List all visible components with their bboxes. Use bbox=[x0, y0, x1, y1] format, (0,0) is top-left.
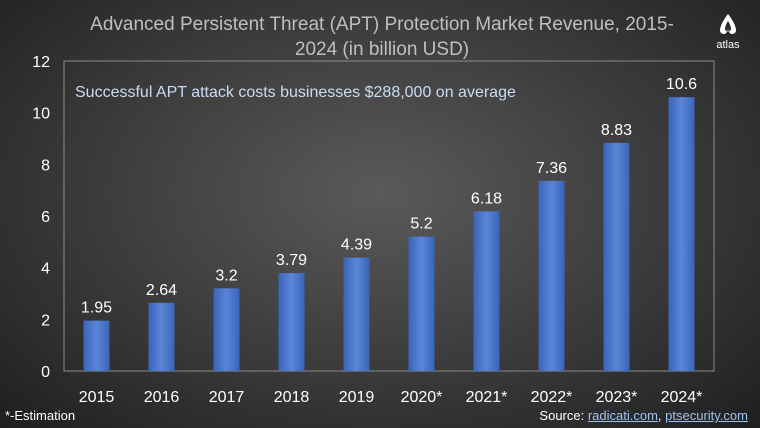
x-tick-label: 2022* bbox=[531, 389, 573, 406]
atlas-logo: atlas bbox=[710, 12, 746, 51]
bar bbox=[213, 288, 240, 371]
x-axis: 2015 2016 2017 2018 2019 2020* 2021* 2022* 2023*… bbox=[79, 389, 703, 406]
y-tick-label: 6 bbox=[41, 209, 50, 226]
estimation-footnote: *-Estimation bbox=[5, 408, 76, 423]
y-tick-label: 0 bbox=[41, 364, 50, 381]
bar bbox=[83, 320, 110, 371]
x-tick-label: 2020* bbox=[401, 389, 443, 406]
bar-value-label: 7.36 bbox=[536, 160, 567, 177]
bars-group: 1.95 2.64 3.2 3.79 4.39 5.2 6.18 7.36 8.83 10.6 bbox=[81, 76, 697, 372]
x-tick-label: 2024* bbox=[661, 389, 703, 406]
atlas-logo-icon bbox=[720, 14, 736, 34]
y-tick-label: 12 bbox=[32, 54, 50, 71]
source-link-radicati[interactable]: radicati.com bbox=[587, 408, 658, 423]
source-separator: , bbox=[657, 408, 666, 423]
bar-value-label: 3.79 bbox=[276, 252, 307, 269]
chart-title-line1: Advanced Persistent Threat (APT) Protect… bbox=[90, 14, 674, 35]
y-tick-label: 4 bbox=[41, 261, 50, 278]
plot-frame bbox=[63, 60, 715, 372]
bar bbox=[668, 97, 695, 372]
x-tick-label: 2017 bbox=[209, 389, 245, 406]
y-tick-label: 8 bbox=[41, 157, 50, 174]
bar-value-label: 4.39 bbox=[341, 237, 372, 254]
atlas-logo-text: atlas bbox=[716, 39, 740, 51]
y-axis: 0 2 4 6 8 10 12 bbox=[32, 54, 50, 381]
bar-value-label: 5.2 bbox=[410, 216, 432, 233]
y-tick-label: 10 bbox=[32, 106, 50, 123]
bar-value-label: 10.6 bbox=[666, 76, 697, 93]
source-line: Source: radicati.com, ptsecurity.com bbox=[539, 408, 748, 423]
bar-value-label: 1.95 bbox=[81, 300, 112, 317]
chart-annotation: Successful APT attack costs businesses $… bbox=[75, 84, 516, 101]
x-tick-label: 2019 bbox=[339, 389, 375, 406]
bar-value-label: 6.18 bbox=[471, 190, 502, 207]
source-prefix: Source: bbox=[539, 408, 588, 423]
y-tick-label: 2 bbox=[41, 312, 50, 329]
bar-value-label: 2.64 bbox=[146, 282, 177, 299]
source-link-ptsecurity[interactable]: ptsecurity.com bbox=[665, 408, 748, 423]
bar bbox=[538, 180, 565, 371]
x-tick-label: 2018 bbox=[274, 389, 310, 406]
bar bbox=[148, 302, 175, 371]
bar bbox=[603, 142, 630, 371]
bar bbox=[473, 211, 500, 371]
bar bbox=[408, 236, 435, 371]
bar bbox=[278, 273, 305, 371]
x-tick-label: 2023* bbox=[596, 389, 638, 406]
bar-value-label: 3.2 bbox=[215, 267, 237, 284]
bar bbox=[343, 257, 370, 371]
x-tick-label: 2016 bbox=[144, 389, 180, 406]
x-tick-label: 2021* bbox=[466, 389, 508, 406]
x-tick-label: 2015 bbox=[79, 389, 115, 406]
bar-value-label: 8.83 bbox=[601, 122, 632, 139]
chart-title-line2: 2024 (in billion USD) bbox=[295, 39, 469, 60]
